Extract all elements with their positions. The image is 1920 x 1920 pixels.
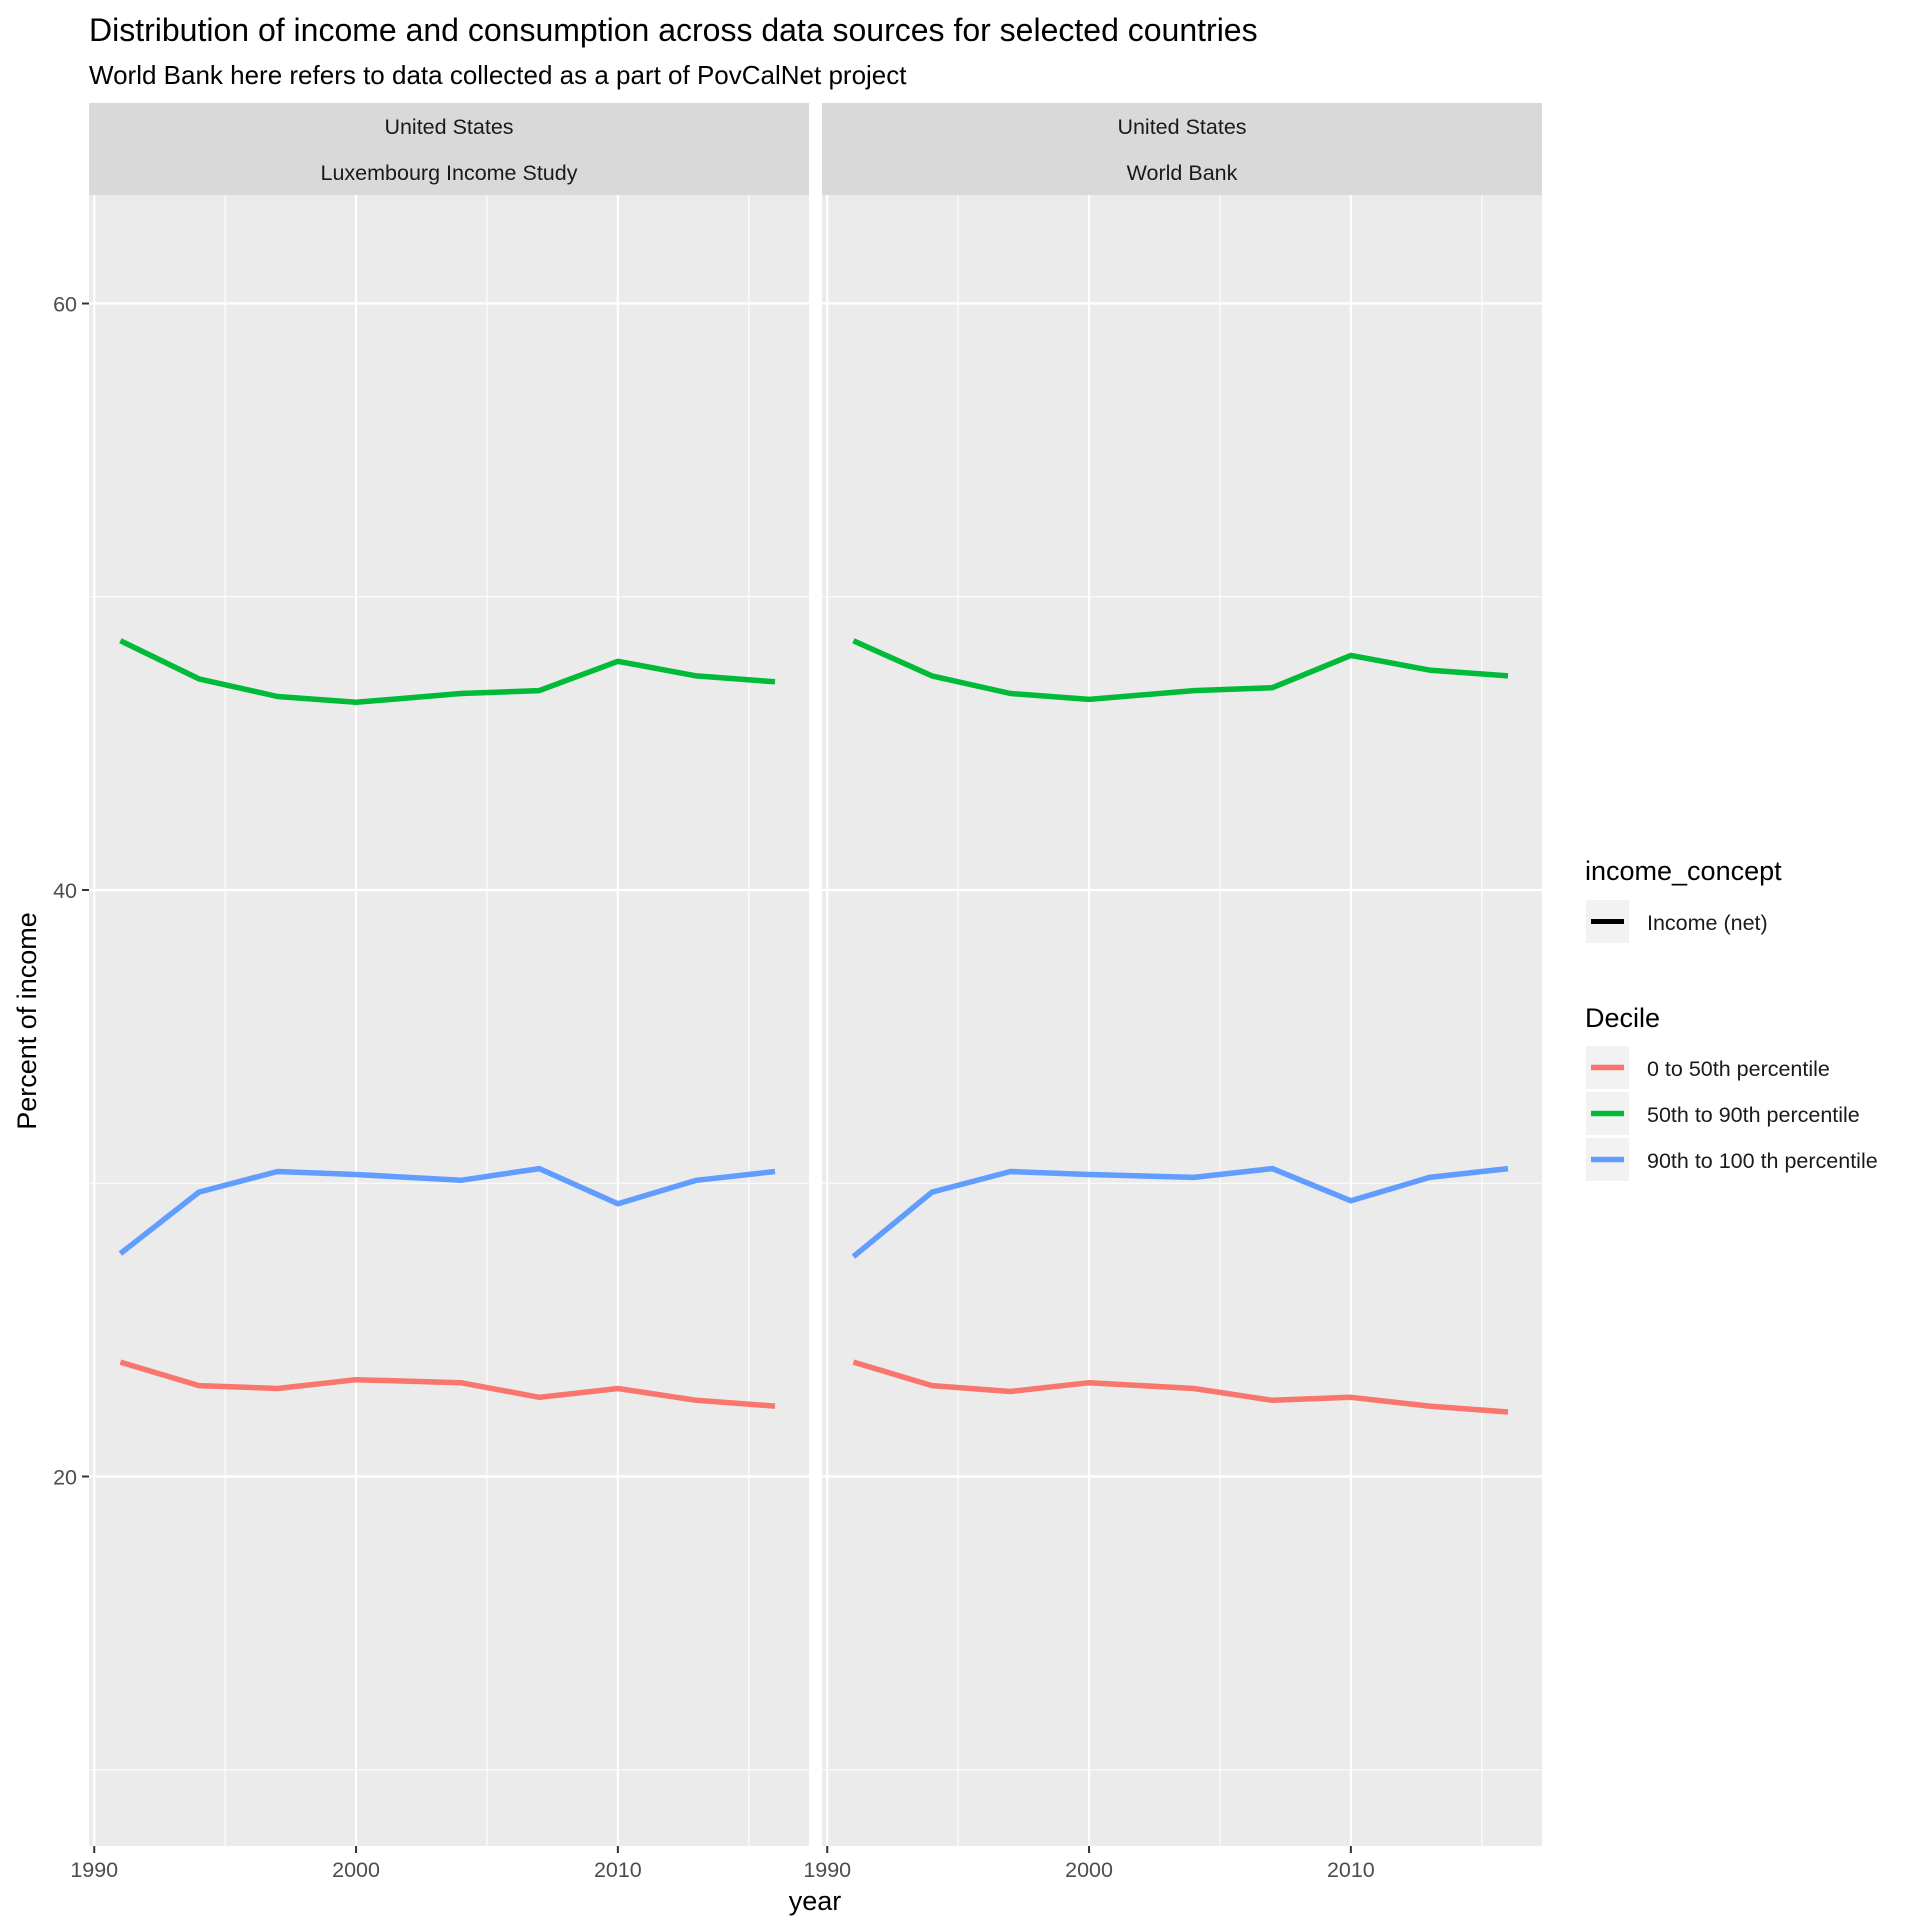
facet-strip-source: Luxembourg Income Study <box>321 161 578 185</box>
x-axis-label: year <box>789 1886 842 1916</box>
x-tick-label: 2000 <box>332 1858 380 1882</box>
x-tick-label: 1990 <box>803 1858 851 1882</box>
legend-title-decile: Decile <box>1585 1003 1660 1033</box>
series-line <box>119 1359 776 1409</box>
x-tick-label: 1990 <box>70 1858 118 1882</box>
y-tick-label: 60 <box>53 293 77 317</box>
facet-strip-country: United States <box>384 115 513 139</box>
series-line <box>851 1165 1509 1259</box>
series-line <box>852 638 1509 703</box>
panel-2: United States World Bank <box>822 103 1542 1846</box>
x-tick-label: 2010 <box>1327 1858 1375 1882</box>
series-line <box>119 638 776 706</box>
series-line <box>852 1359 1509 1415</box>
legend-label-decile: 50th to 90th percentile <box>1647 1103 1860 1127</box>
y-tick-label: 40 <box>53 879 77 903</box>
chart-title: Distribution of income and consumption a… <box>89 12 1258 48</box>
legend-title-income-concept: income_concept <box>1585 856 1782 886</box>
legend-decile-items: 0 to 50th percentile 50th to 90th percent… <box>1586 1046 1878 1181</box>
panel-background <box>822 195 1542 1846</box>
y-tick-label: 20 <box>53 1466 77 1490</box>
x-tick-label: 2010 <box>594 1858 642 1882</box>
series-line <box>118 1165 776 1256</box>
panel-background <box>89 195 809 1846</box>
facet-strip-country: United States <box>1117 115 1246 139</box>
facet-strip <box>822 103 1542 195</box>
facet-strip <box>89 103 809 195</box>
legend-label-decile: 0 to 50th percentile <box>1647 1057 1830 1081</box>
legend-label-income-net: Income (net) <box>1647 911 1768 935</box>
panel-1: United States Luxembourg Income Study <box>89 103 809 1846</box>
facet-strip-source: World Bank <box>1127 161 1238 185</box>
x-tick-label: 2000 <box>1065 1858 1113 1882</box>
chart-subtitle: World Bank here refers to data collected… <box>89 60 907 90</box>
legend-label-decile: 90th to 100 th percentile <box>1647 1149 1878 1173</box>
axes: 1990 2000 2010 1990 2000 2010 20 40 60 <box>53 293 1375 1882</box>
y-axis-label: Percent of income <box>12 912 42 1130</box>
legend: income_concept Income (net) Decile 0 to … <box>1585 856 1878 1181</box>
